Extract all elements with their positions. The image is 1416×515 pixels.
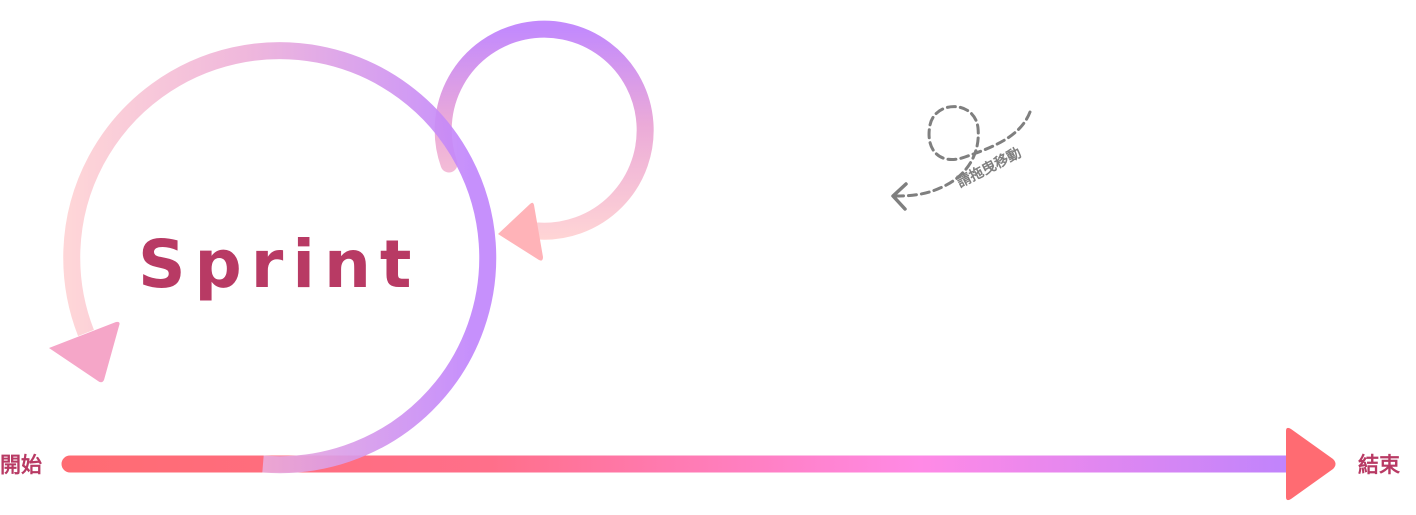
sprint-title: Sprint [138,226,421,303]
sprint-loop-arc [63,42,497,474]
timeline-arrowhead [1286,427,1336,501]
small-loop-arrowhead [498,202,543,261]
start-label: 開始 [0,453,42,477]
small-loop-arc [434,20,654,240]
dashed-loop-arrow-icon [893,105,1032,198]
end-label: 結束 [1358,453,1400,477]
drag-hint-arrowhead [891,182,908,211]
sprint-loop-arrowhead [49,321,120,383]
